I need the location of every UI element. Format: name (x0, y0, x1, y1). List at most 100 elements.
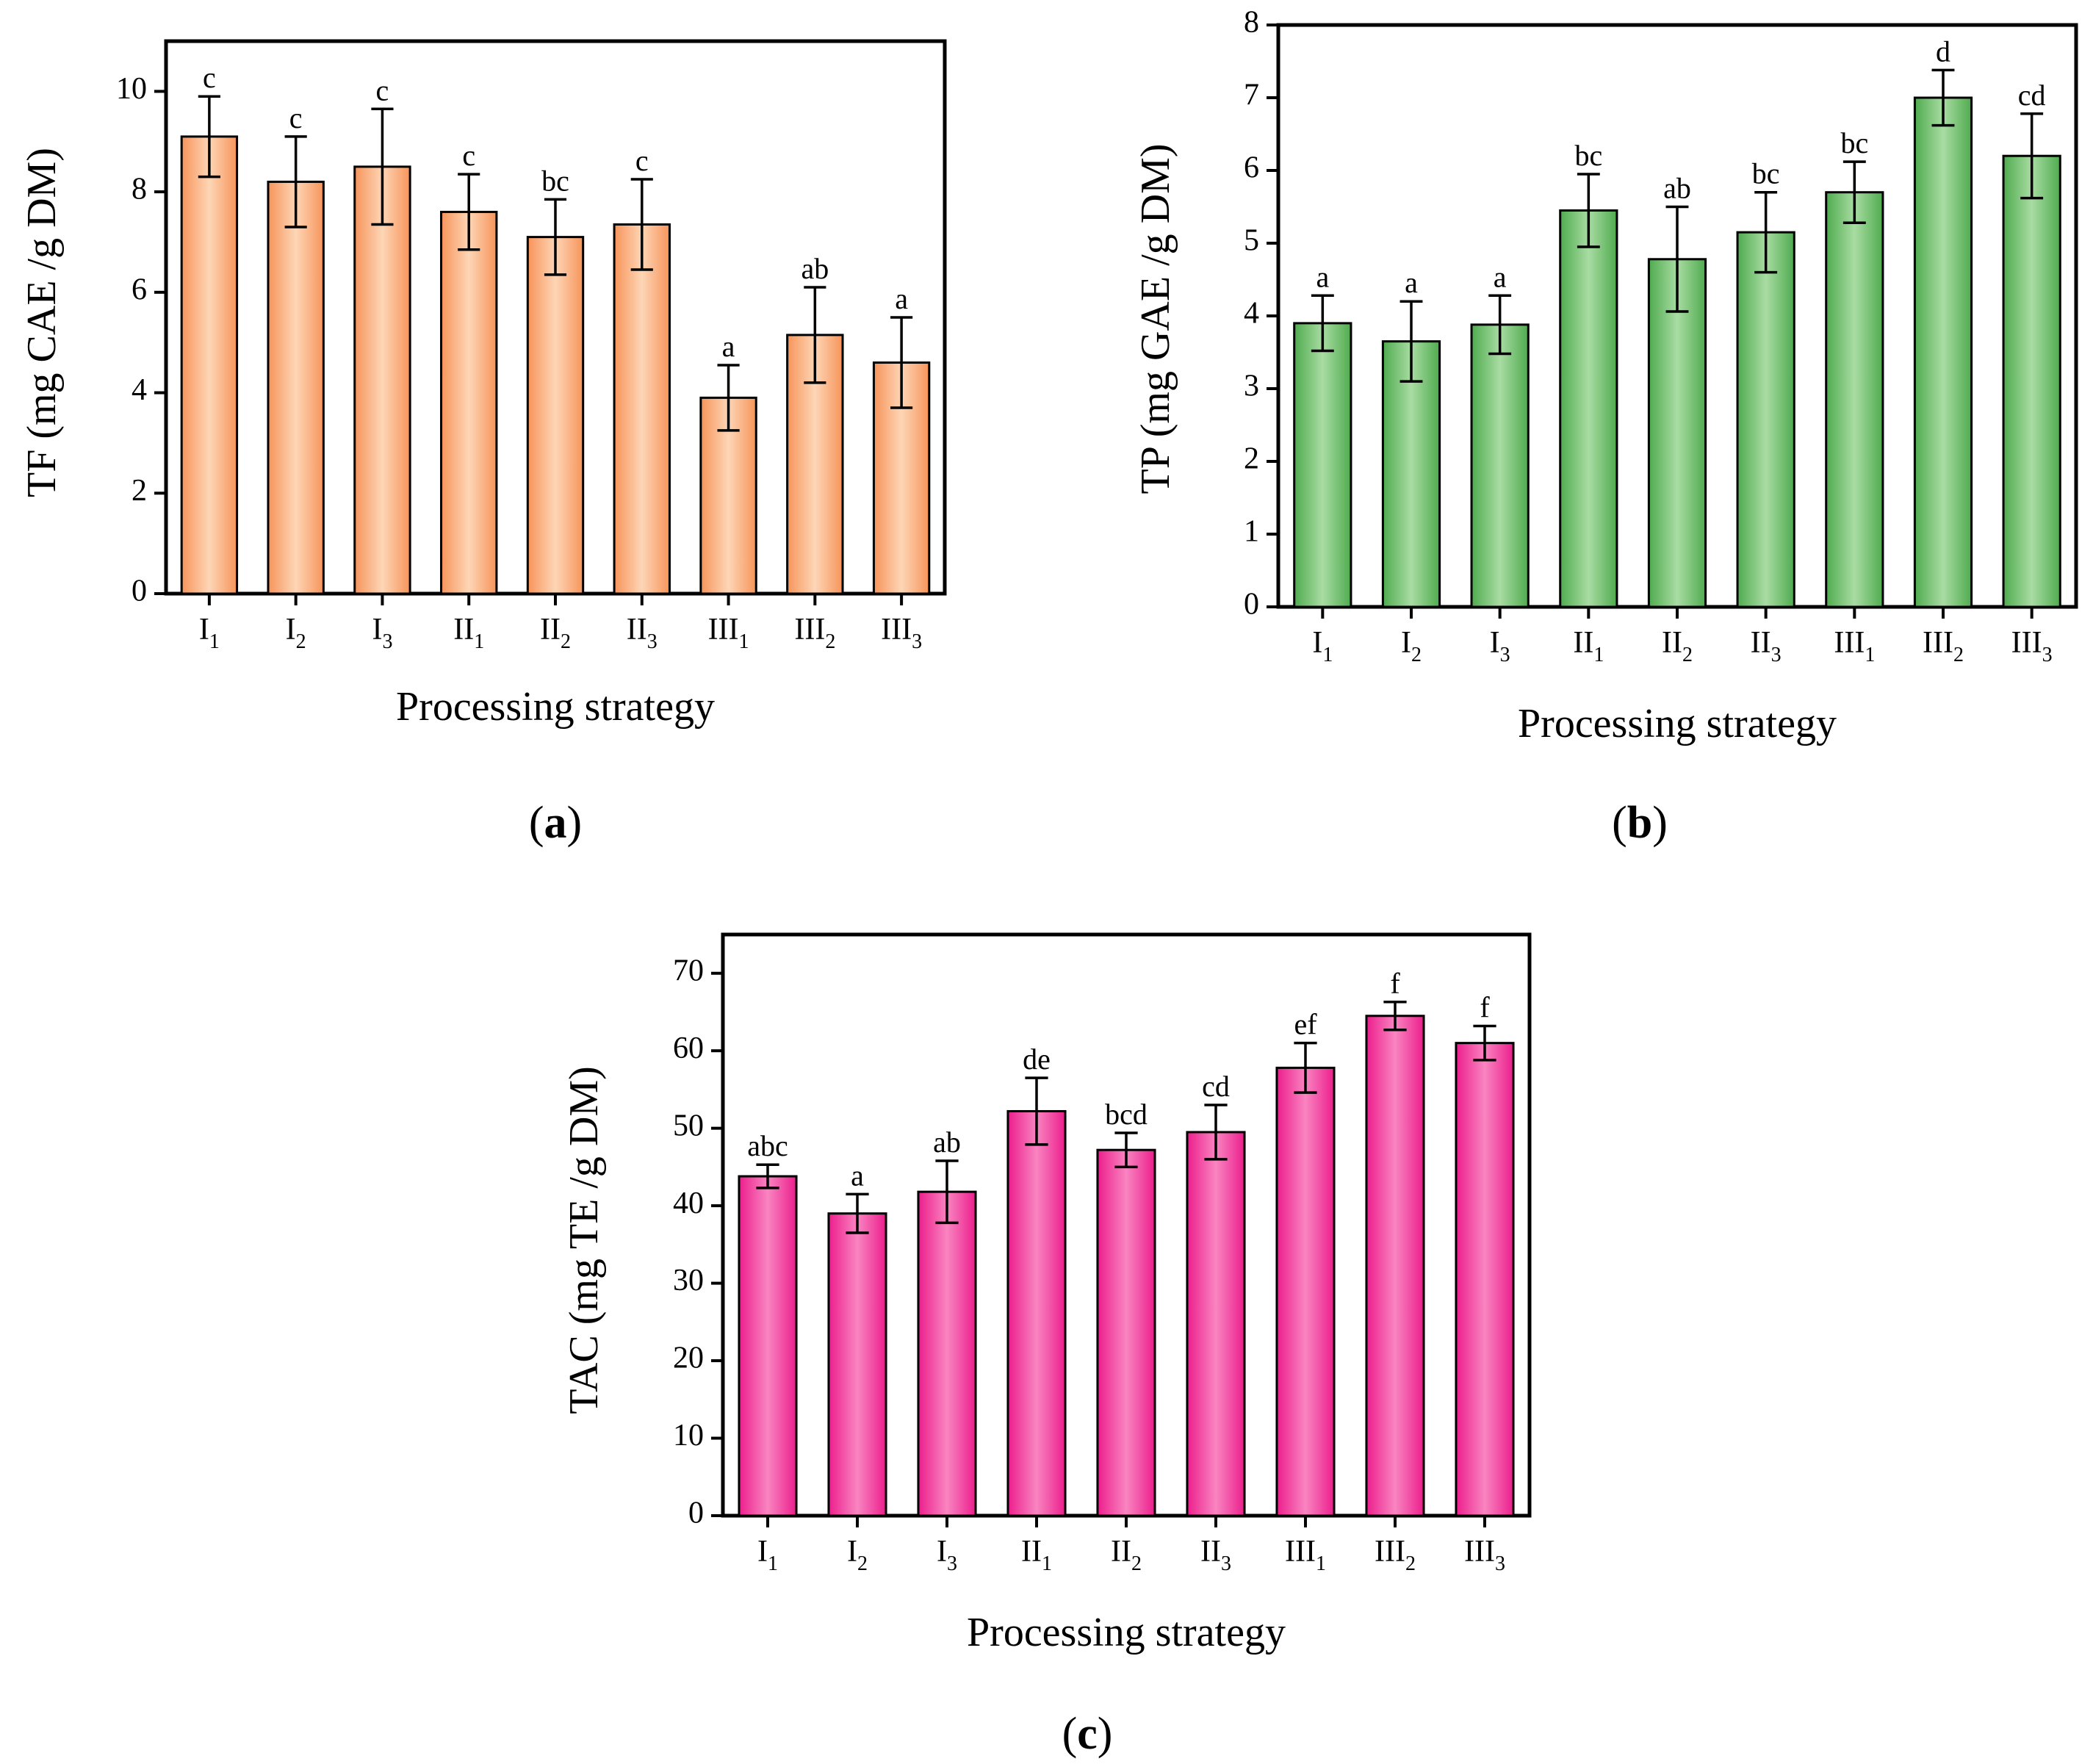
significance-label: a (1316, 260, 1329, 293)
x-tick-label-base: II (1200, 1535, 1221, 1569)
significance-label: bcd (1105, 1098, 1148, 1131)
x-tick-label-base: III (881, 613, 912, 647)
significance-label: a (722, 330, 735, 363)
y-axis-title: TP (mg GAE /g DM) (1133, 143, 1178, 494)
x-tick-label-base: III (708, 613, 739, 647)
x-tick-label: I2 (286, 613, 306, 653)
x-tick-label-base: II (1751, 626, 1771, 660)
x-tick-label-base: III (794, 613, 825, 647)
panel-a-tf-chart: TF (mg CAE /g DM) Processing strategy (a… (19, 39, 947, 848)
x-tick-label-subscript: 2 (296, 630, 306, 653)
x-tick-label-base: II (453, 613, 474, 647)
x-tick-label-subscript: 2 (1682, 644, 1693, 666)
x-tick-label-base: III (1285, 1535, 1316, 1569)
significance-label: bc (1574, 139, 1602, 172)
x-tick-label-base: III (2011, 626, 2042, 660)
x-tick-label: I3 (937, 1535, 957, 1575)
y-tick-label: 30 (673, 1264, 704, 1297)
bar (1455, 1042, 1515, 1517)
x-tick-label-subscript: 1 (1593, 644, 1604, 666)
x-tick-label-subscript: 3 (1500, 644, 1510, 666)
bar (738, 1175, 798, 1517)
x-tick-label-base: III (1923, 626, 1953, 660)
y-tick-label: 60 (673, 1032, 704, 1065)
x-tick-label-base: I (1401, 626, 1411, 660)
significance-label: ab (1663, 172, 1691, 205)
significance-label: abc (747, 1129, 788, 1162)
significance-label: bc (541, 164, 569, 197)
x-tick-label-base: II (1662, 626, 1682, 660)
x-axis-title: Processing strategy (967, 1610, 1286, 1655)
bar (1825, 191, 1884, 608)
y-tick-label: 2 (1244, 442, 1259, 476)
x-tick-label-base: I (847, 1535, 857, 1569)
x-tick-label: II3 (1751, 626, 1782, 666)
bar (613, 223, 671, 595)
y-tick-label: 8 (1244, 6, 1259, 40)
y-tick-label: 5 (1244, 224, 1259, 258)
x-tick-label-subscript: 2 (1405, 1552, 1416, 1575)
x-tick-label: I3 (1490, 626, 1510, 666)
significance-label: f (1390, 967, 1400, 1000)
x-tick-label-subscript: 3 (2042, 644, 2053, 666)
panel-caption-letter: b (1627, 798, 1652, 848)
x-tick-label-subscript: 1 (768, 1552, 778, 1575)
x-tick-label-subscript: 1 (1865, 644, 1875, 666)
y-tick-label: 2 (132, 474, 147, 508)
x-tick-label-base: I (372, 613, 382, 647)
y-tick-label: 10 (116, 72, 147, 106)
bar (1275, 1066, 1336, 1517)
x-tick-label-base: II (540, 613, 561, 647)
x-tick-label: III1 (1285, 1535, 1326, 1575)
x-axis-title: Processing strategy (396, 684, 715, 730)
significance-label: c (203, 61, 216, 94)
x-tick-label: I1 (199, 613, 220, 653)
significance-label: c (376, 73, 389, 107)
y-tick-label: 4 (132, 373, 147, 407)
x-tick-label-subscript: 3 (1771, 644, 1782, 666)
panel-caption: (a) (529, 798, 582, 848)
y-tick-label: 4 (1244, 297, 1259, 331)
x-tick-label: III3 (881, 613, 922, 653)
x-tick-label-subscript: 3 (912, 630, 922, 653)
x-tick-label-base: I (1312, 626, 1322, 660)
y-tick-label: 10 (673, 1419, 704, 1452)
x-tick-label-base: I (286, 613, 296, 647)
panel-c-tac-chart: TAC (mg TE /g DM) Processing strategy (c… (561, 932, 1532, 1759)
bar (2002, 154, 2061, 608)
x-tick-label-subscript: 1 (209, 630, 220, 653)
significance-label: cd (1202, 1070, 1230, 1103)
bar (1736, 231, 1795, 608)
bar (1186, 1131, 1246, 1517)
x-tick-label-subscript: 2 (1953, 644, 1964, 666)
x-tick-label-base: I (937, 1535, 947, 1569)
x-tick-label: III3 (2011, 626, 2053, 666)
bar (267, 180, 325, 595)
x-tick-label: I2 (1401, 626, 1422, 666)
y-tick-label: 0 (688, 1497, 704, 1530)
y-tick-label: 0 (132, 575, 147, 608)
significance-label: bc (1752, 157, 1780, 190)
x-tick-label-subscript: 3 (382, 630, 392, 653)
x-tick-label-subscript: 1 (1042, 1552, 1052, 1575)
x-tick-label: II2 (1662, 626, 1693, 666)
x-tick-label-subscript: 2 (1411, 644, 1422, 666)
x-tick-label-subscript: 3 (647, 630, 658, 653)
significance-label: c (635, 144, 649, 177)
y-axis-title: TF (mg CAE /g DM) (19, 148, 65, 497)
x-tick-label-subscript: 3 (1221, 1552, 1231, 1575)
significance-label: cd (2018, 79, 2046, 112)
significance-label: ab (933, 1126, 961, 1159)
x-tick-label: II1 (1021, 1535, 1052, 1575)
x-tick-label: III2 (1375, 1535, 1416, 1575)
x-tick-label: III1 (708, 613, 749, 653)
significance-label: c (289, 101, 303, 134)
significance-label: ef (1294, 1008, 1317, 1041)
x-tick-label: I1 (1312, 626, 1333, 666)
significance-label: d (1936, 35, 1950, 68)
bar (180, 135, 239, 595)
y-tick-label: 70 (673, 954, 704, 987)
y-tick-label: 3 (1244, 370, 1259, 403)
significance-label: f (1480, 990, 1490, 1023)
